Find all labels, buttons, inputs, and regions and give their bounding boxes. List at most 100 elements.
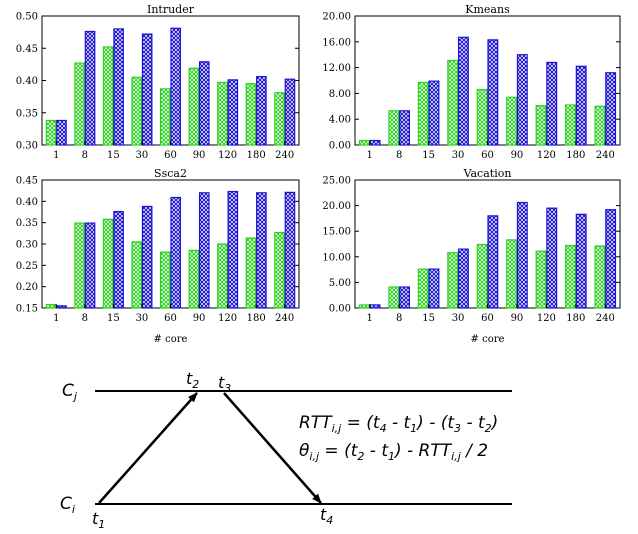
- request-arrow: [98, 392, 198, 504]
- t4-label: t4: [320, 505, 333, 527]
- bar-blue-30: [141, 33, 153, 146]
- bar-green-60: [159, 88, 171, 146]
- x-tick-label: 90: [193, 150, 206, 161]
- bar-blue-60: [487, 39, 499, 146]
- x-tick-label: 30: [136, 150, 149, 161]
- bar-green-1: [358, 304, 370, 309]
- x-tick-label: 240: [596, 150, 615, 161]
- y-tick-label: 20.00: [322, 201, 351, 212]
- kmeans-chart: 0.00 4.00 8.00 12.00 16.00 20.00 Kmeans 1 8 15 30 6…: [322, 3, 621, 161]
- bar-green-120: [535, 105, 547, 146]
- x-tick-label: 120: [218, 150, 237, 161]
- x-tick-label: 120: [537, 313, 556, 324]
- bar-blue-15: [428, 268, 440, 309]
- y-tick-label: 0.25: [16, 261, 38, 272]
- bar-green-30: [447, 59, 459, 146]
- bar-blue-180: [256, 192, 267, 309]
- bar-blue-180: [256, 76, 267, 146]
- bar-green-180: [565, 104, 576, 146]
- x-tick-label: 15: [107, 150, 120, 161]
- bar-blue-8: [84, 222, 96, 309]
- chart-title: Vacation: [463, 167, 512, 180]
- y-tick-label: 0.35: [16, 108, 38, 119]
- bar-blue-120: [227, 190, 239, 309]
- x-tick-label: 1: [367, 313, 373, 324]
- bar-green-15: [417, 81, 429, 146]
- bar-blue-30: [141, 205, 153, 309]
- x-tick-label: 30: [452, 313, 465, 324]
- bar-blue-15: [113, 210, 124, 309]
- y-tick-label: 12.00: [322, 63, 351, 74]
- bar-green-120: [217, 243, 228, 309]
- y-tick-label: 0.50: [16, 12, 38, 23]
- x-tick-label: 180: [247, 313, 266, 324]
- bar-blue-90: [198, 192, 210, 309]
- clock-sync-diagram: Cj Ci t2 t3 t1 t4 RTTi,j = (t4 - t1) - (…: [60, 369, 512, 531]
- x-tick-label: 1: [367, 150, 373, 161]
- x-tick-label: 30: [452, 150, 465, 161]
- x-tick-label: 240: [275, 150, 294, 161]
- bar-blue-240: [605, 72, 617, 146]
- bar-green-120: [217, 81, 228, 146]
- bar-blue-240: [284, 191, 296, 309]
- bar-green-90: [188, 67, 200, 146]
- x-axis-label: # core: [154, 334, 188, 345]
- bar-green-60: [476, 243, 488, 309]
- x-tick-label: 8: [82, 150, 88, 161]
- y-tick-label: 0.45: [16, 44, 38, 55]
- node-ci-label: Ci: [60, 494, 75, 516]
- bar-blue-60: [170, 27, 182, 146]
- x-tick-label: 90: [511, 150, 524, 161]
- y-tick-label: 0.30: [16, 240, 38, 251]
- bar-blue-15: [113, 28, 124, 146]
- bar-blue-180: [575, 213, 587, 309]
- x-tick-label: 60: [481, 313, 494, 324]
- bar-green-90: [506, 239, 518, 309]
- intruder-chart: 0.30 0.35 0.40 0.45 0.50 Intruder 1 8 15 30 60 90 12…: [16, 3, 300, 161]
- bar-green-180: [245, 83, 257, 146]
- bar-green-30: [447, 252, 459, 309]
- bar-green-90: [188, 249, 200, 309]
- bar-blue-8: [84, 30, 96, 146]
- chart-title: Kmeans: [465, 3, 510, 16]
- node-cj-label: Cj: [62, 381, 78, 403]
- y-tick-label: 0.00: [329, 141, 351, 152]
- y-tick-label: 0.00: [329, 304, 351, 315]
- bar-blue-120: [546, 61, 558, 146]
- bar-green-8: [388, 110, 400, 146]
- response-arrow: [223, 392, 322, 504]
- bar-blue-1: [369, 304, 381, 309]
- x-tick-label: 60: [164, 313, 177, 324]
- bar-blue-240: [605, 209, 617, 309]
- y-tick-label: 25.00: [322, 176, 351, 187]
- x-tick-label: 8: [396, 150, 402, 161]
- bar-green-60: [476, 88, 488, 146]
- bar-blue-240: [284, 78, 296, 146]
- bar-blue-60: [487, 215, 499, 309]
- bar-green-90: [506, 96, 518, 146]
- bar-blue-1: [369, 139, 381, 146]
- vacation-chart: 0.00 5.00 10.00 15.00 20.00 25.00 Vacation 1 8 15…: [322, 167, 621, 345]
- chart-title: Ssca2: [154, 167, 187, 180]
- y-tick-label: 5.00: [329, 278, 351, 289]
- x-tick-label: 180: [247, 150, 266, 161]
- y-tick-label: 10.00: [322, 252, 351, 263]
- bar-green-15: [102, 218, 114, 309]
- bar-blue-8: [399, 286, 410, 309]
- bar-blue-8: [399, 110, 410, 146]
- y-tick-label: 0.20: [16, 282, 38, 293]
- x-tick-label: 15: [422, 313, 435, 324]
- x-tick-label: 180: [566, 150, 585, 161]
- bar-green-15: [102, 46, 114, 146]
- bar-blue-90: [198, 61, 210, 146]
- bar-green-60: [159, 251, 171, 309]
- x-tick-label: 180: [566, 313, 585, 324]
- y-tick-label: 8.00: [329, 89, 351, 100]
- x-tick-label: 240: [275, 313, 294, 324]
- bar-green-120: [535, 250, 547, 309]
- x-tick-label: 1: [53, 313, 59, 324]
- bar-green-30: [131, 241, 143, 309]
- x-tick-label: 1: [53, 150, 59, 161]
- bar-blue-90: [516, 201, 528, 309]
